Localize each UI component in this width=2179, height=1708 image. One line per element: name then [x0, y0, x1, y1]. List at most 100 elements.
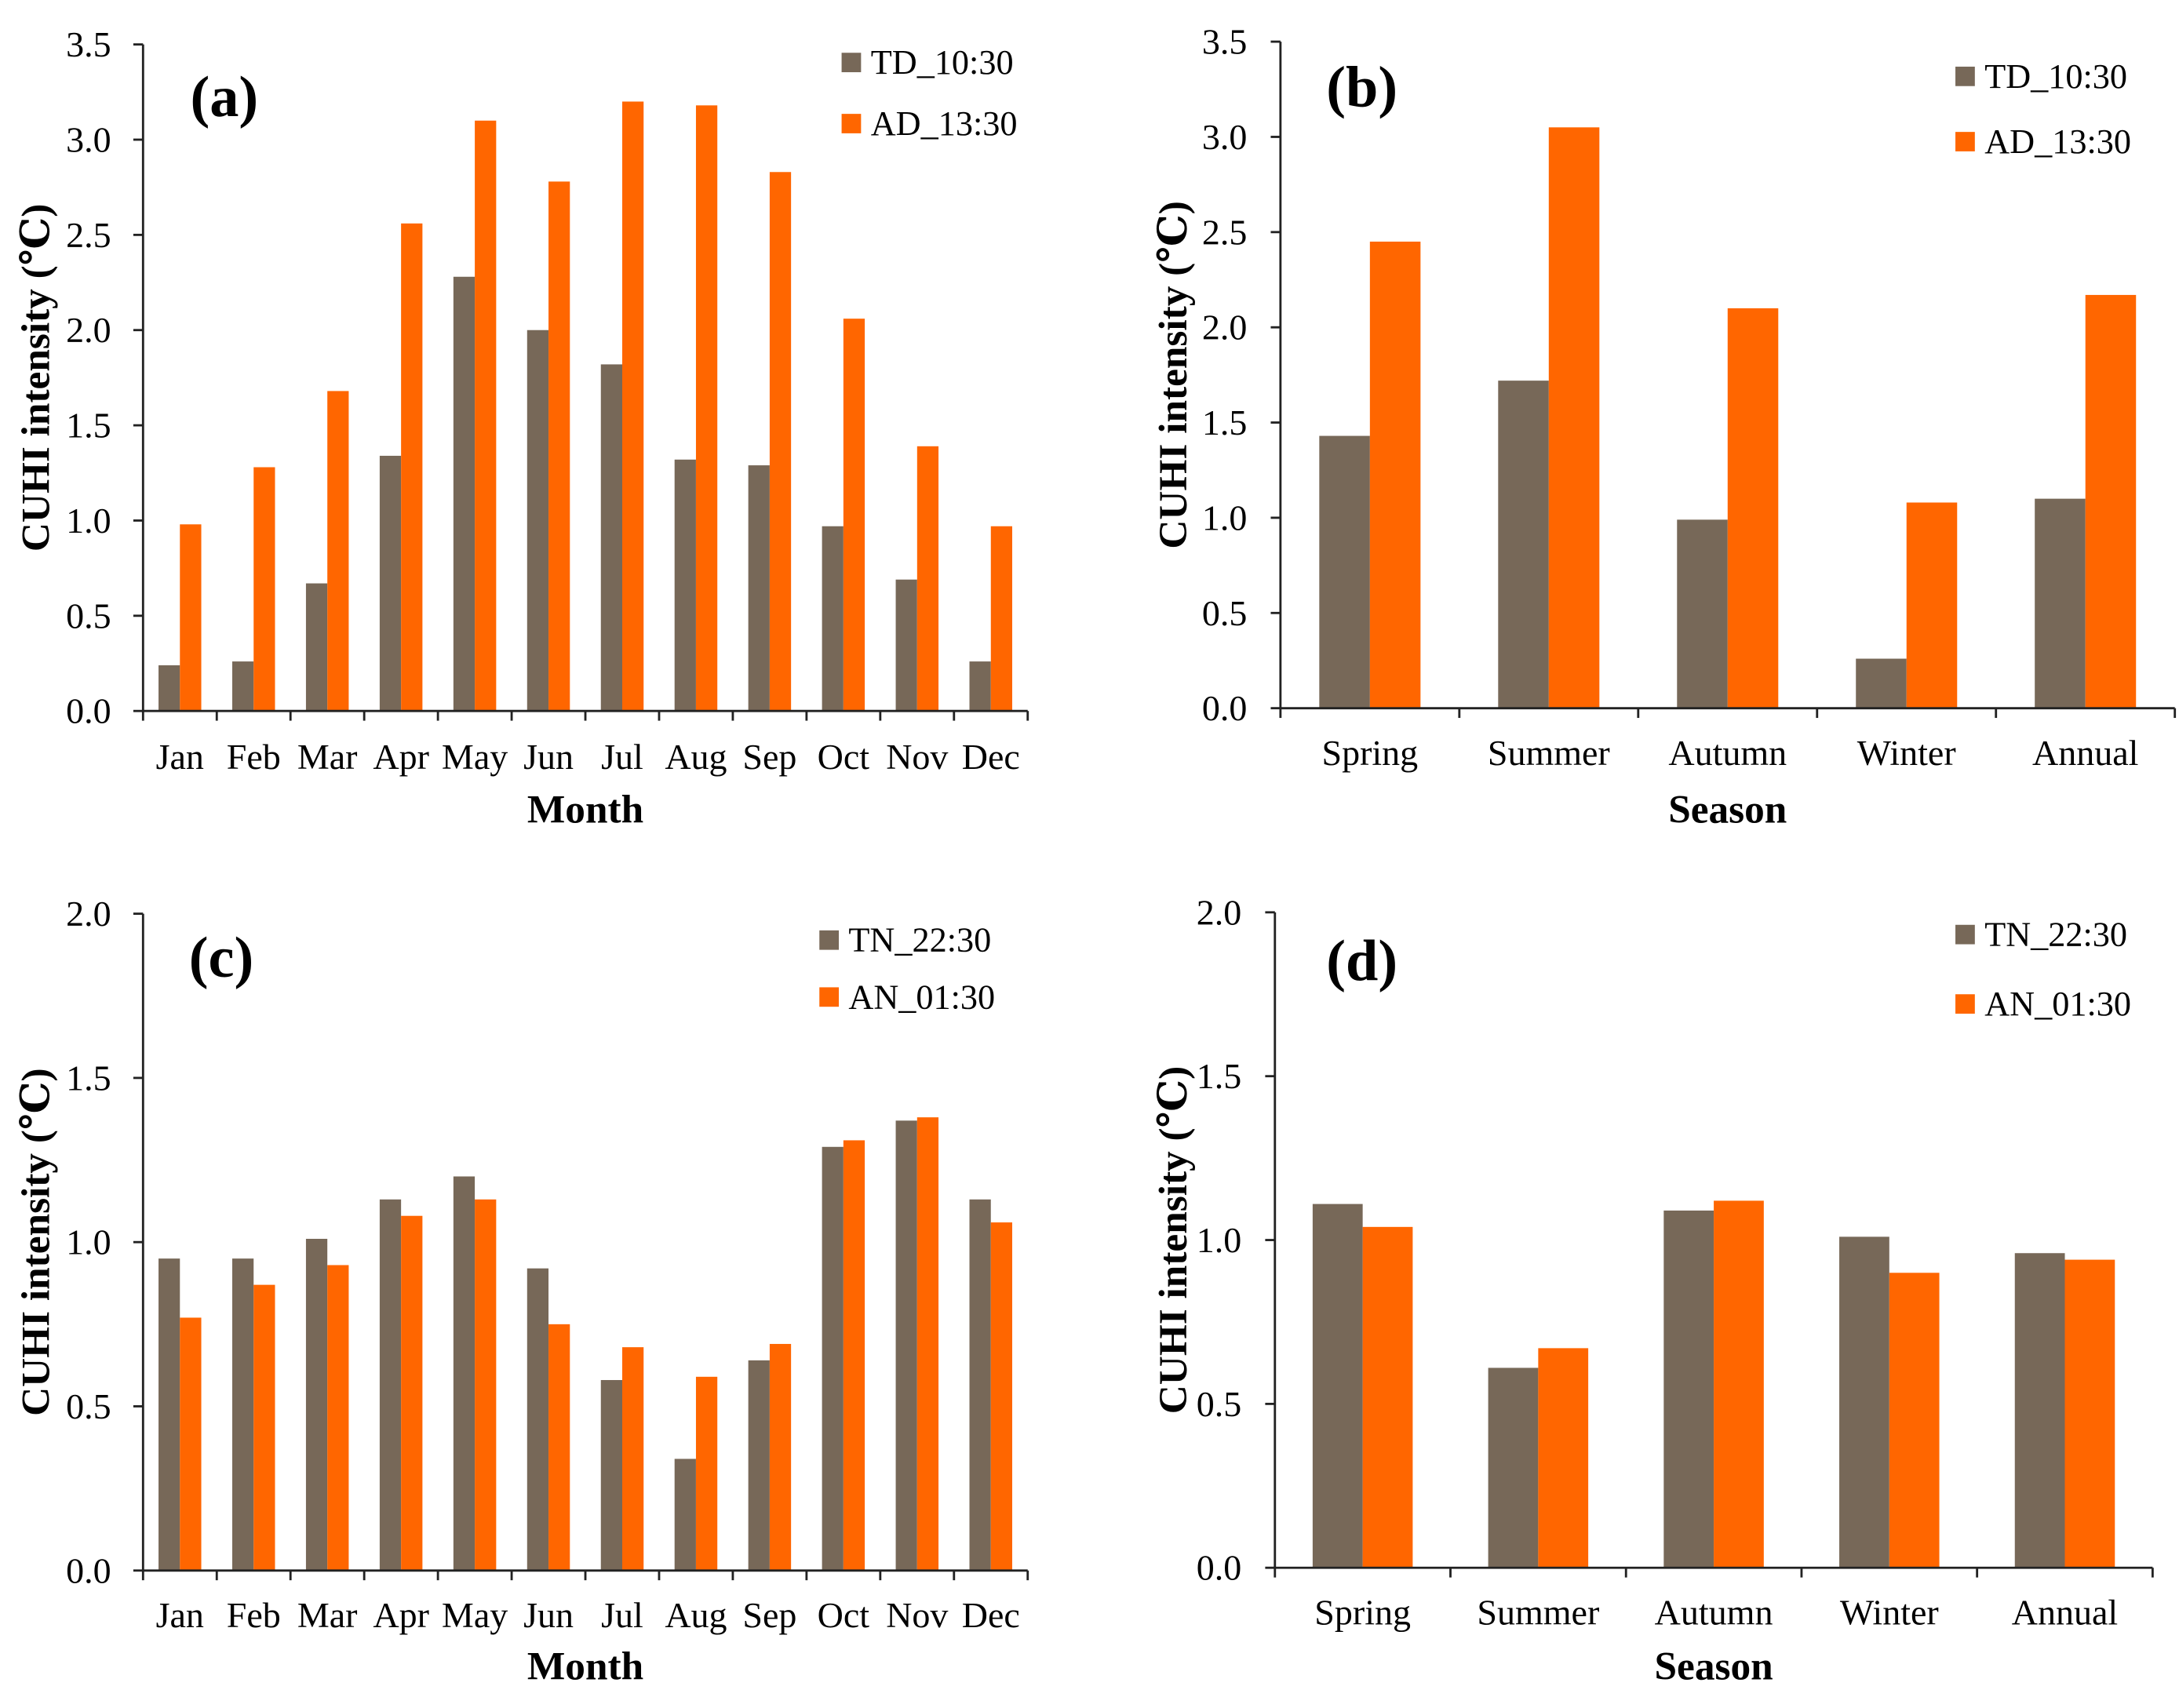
bar-td-10-30-oct	[822, 526, 844, 712]
bar-an-01-30-feb	[253, 1284, 275, 1571]
y-tick-label: 3.5	[66, 24, 111, 64]
y-tick-label: 1.0	[1197, 1220, 1241, 1260]
bar-td-10-30-annual	[2035, 498, 2086, 708]
bar-tn-22-30-spring	[1312, 1204, 1363, 1568]
panel-label: (c)	[189, 926, 254, 990]
bar-an-01-30-spring	[1362, 1226, 1413, 1568]
y-tick-label: 0.5	[1202, 593, 1248, 633]
x-tick-label-winter: Winter	[1857, 733, 1956, 773]
chart-panel-b: 0.0 0.5 1.0 1.5 2.0 2.5 3.0 3.5 Spring Summer Autu…	[1151, 22, 2177, 832]
bar-ad-13-30-jun	[548, 181, 570, 712]
legend-label-ad-13-30: AD_13:30	[871, 104, 1018, 143]
x-tick-label-summer: Summer	[1488, 733, 1610, 773]
bar-tn-22-30-summer	[1488, 1367, 1539, 1568]
bar-ad-13-30-spring	[1369, 241, 1421, 708]
chart-panel-a: 0.0 0.5 1.0 1.5 2.0 2.5 3.0 3.5 Jan Feb Mar Apr May J…	[14, 24, 1029, 832]
bar-ad-13-30-apr	[401, 223, 423, 712]
bar-td-10-30-feb	[231, 661, 254, 712]
bar-an-01-30-winter	[1889, 1273, 1940, 1568]
y-tick-label: 1.0	[66, 1222, 111, 1262]
x-tick-label-jun: Jun	[523, 737, 574, 777]
x-tick-label-feb: Feb	[227, 1595, 281, 1635]
y-tick-label: 2.0	[1197, 892, 1241, 932]
x-tick-label-winter: Winter	[1840, 1592, 1939, 1632]
x-axis-title: Season	[1668, 787, 1787, 832]
bar-td-10-30-nov	[895, 579, 917, 712]
y-tick-label: 2.5	[1202, 212, 1248, 252]
legend-label-td-10-30: TD_10:30	[1984, 57, 2127, 96]
y-tick-label: 0.5	[66, 595, 111, 635]
legend-swatch-ad-13-30	[841, 114, 862, 133]
y-tick-label: 2.0	[1202, 308, 1248, 348]
x-tick-label-autumn: Autumn	[1668, 733, 1787, 773]
bar-tn-22-30-jul	[600, 1379, 622, 1571]
bar-ad-13-30-may	[475, 120, 497, 712]
x-tick-label-jul: Jul	[601, 1595, 643, 1635]
bar-td-10-30-autumn	[1677, 519, 1728, 708]
x-tick-label-spring: Spring	[1314, 1592, 1411, 1632]
y-tick-label: 0.0	[1202, 688, 1248, 728]
y-tick-label: 1.5	[66, 1058, 111, 1098]
bar-ad-13-30-feb	[253, 467, 275, 712]
bar-ad-13-30-aug	[695, 105, 718, 712]
bar-an-01-30-apr	[401, 1215, 423, 1571]
panel-label: (a)	[190, 65, 258, 129]
legend: TN_22:30 AN_01:30	[1955, 916, 2131, 1023]
bar-an-01-30-dec	[990, 1222, 1013, 1571]
legend-label-ad-13-30: AD_13:30	[1984, 122, 2131, 161]
bar-tn-22-30-aug	[674, 1459, 696, 1571]
y-axis-title: CUHI intensity (℃)	[1151, 201, 1196, 548]
y-tick-label: 0.5	[1197, 1384, 1241, 1424]
x-tick-label-feb: Feb	[227, 737, 281, 777]
bar-td-10-30-aug	[674, 459, 696, 712]
x-axis-title: Month	[527, 1644, 643, 1688]
bar-ad-13-30-dec	[990, 526, 1013, 712]
bar-td-10-30-mar	[305, 583, 328, 712]
y-tick-label: 1.5	[66, 406, 111, 446]
x-tick-label-annual: Annual	[2032, 733, 2138, 773]
bar-td-10-30-apr	[379, 455, 402, 712]
x-tick-label-sep: Sep	[742, 1595, 796, 1635]
legend-swatch-td-10-30	[841, 53, 862, 73]
bar-an-01-30-jan	[180, 1317, 202, 1571]
panel-label: (b)	[1326, 56, 1397, 120]
x-tick-label-dec: Dec	[962, 1595, 1020, 1635]
x-tick-label-mar: Mar	[297, 737, 358, 777]
legend-swatch-an-01-30	[1955, 994, 1975, 1014]
bar-tn-22-30-jun	[527, 1268, 549, 1571]
bars	[159, 1117, 1013, 1571]
x-tick-label-jul: Jul	[601, 737, 643, 777]
bar-tn-22-30-sep	[748, 1360, 770, 1571]
bar-tn-22-30-nov	[895, 1120, 917, 1571]
y-tick-label: 2.5	[66, 215, 111, 255]
bar-ad-13-30-mar	[327, 391, 349, 712]
bar-an-01-30-oct	[843, 1140, 865, 1571]
x-tick-label-jun: Jun	[523, 1595, 574, 1635]
legend-label-an-01-30: AN_01:30	[1984, 985, 2131, 1023]
y-tick-label: 3.0	[1202, 117, 1248, 157]
y-tick-label: 1.5	[1197, 1056, 1241, 1096]
bar-td-10-30-winter	[1856, 658, 1907, 708]
bar-an-01-30-nov	[916, 1117, 939, 1571]
x-tick-label-sep: Sep	[742, 737, 796, 777]
bar-tn-22-30-oct	[822, 1146, 844, 1571]
legend-label-tn-22-30: TN_22:30	[1984, 916, 2127, 954]
x-tick-label-autumn: Autumn	[1655, 1592, 1773, 1632]
bar-tn-22-30-apr	[379, 1199, 402, 1571]
bar-ad-13-30-autumn	[1727, 308, 1779, 708]
y-tick-label: 1.0	[66, 501, 111, 541]
x-tick-label-annual: Annual	[2012, 1592, 2118, 1632]
x-tick-label-oct: Oct	[818, 1595, 870, 1635]
x-axis-title: Month	[527, 787, 643, 832]
legend: TD_10:30 AD_13:30	[1955, 57, 2131, 161]
y-axis-title: CUHI intensity (℃)	[14, 1068, 59, 1415]
bar-tn-22-30-may	[453, 1176, 476, 1571]
y-tick-label: 0.0	[1197, 1548, 1241, 1588]
y-tick-label: 3.0	[66, 120, 111, 160]
bar-tn-22-30-mar	[305, 1238, 328, 1571]
chart-panel-d: 0.0 0.5 1.0 1.5 2.0 Spring Summer Autumn Winter A…	[1151, 892, 2154, 1688]
bar-td-10-30-summer	[1498, 381, 1549, 708]
bar-an-01-30-annual	[2064, 1259, 2115, 1568]
legend-swatch-td-10-30	[1955, 66, 1975, 86]
legend-label-an-01-30: AN_01:30	[848, 978, 995, 1016]
